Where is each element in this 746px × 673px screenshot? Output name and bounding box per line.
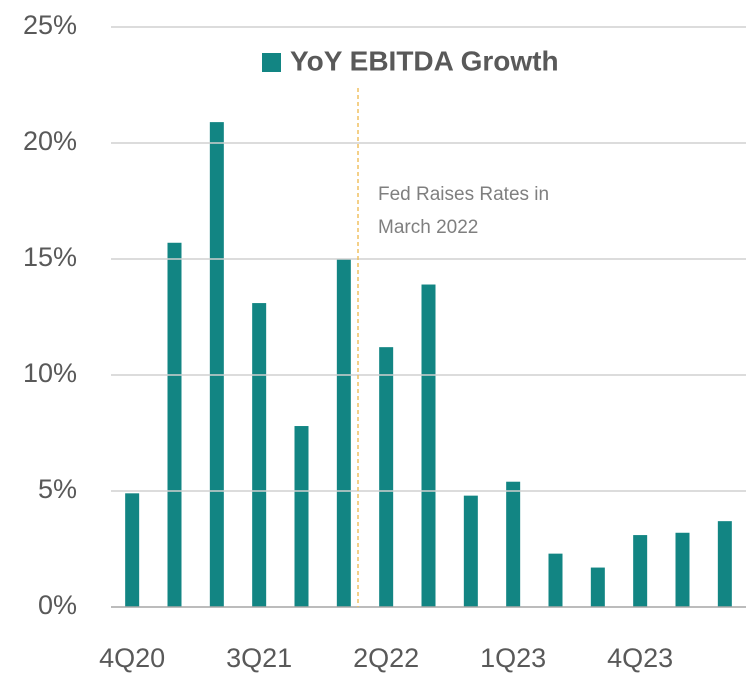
x-tick-label: 2Q22 [353,643,419,673]
y-tick-label: 5% [38,474,77,504]
bar [548,553,563,607]
annotation: Fed Raises Rates in [378,184,549,205]
y-tick-label: 0% [38,590,77,620]
bar [379,347,394,607]
bar [717,521,732,607]
y-tick-label: 20% [23,126,77,156]
bar [675,532,690,607]
bar [209,122,224,608]
legend-label: YoY EBITDA Growth [290,45,559,76]
x-tick-label: 1Q23 [480,643,546,673]
bar [463,495,478,607]
y-tick-label: 25% [23,10,77,40]
bar [252,303,267,607]
x-tick-label: 4Q23 [607,643,673,673]
legend-swatch [262,53,281,72]
bar [421,284,436,607]
bar [633,535,648,607]
y-tick-label: 15% [23,242,77,272]
bar [506,481,521,607]
y-tick-label: 10% [23,358,77,388]
bar [167,242,182,607]
x-tick-label: 4Q20 [99,643,165,673]
bar [336,259,351,607]
bar [590,567,605,607]
bar [294,426,309,607]
x-tick-label: 3Q21 [226,643,292,673]
bar [125,493,140,607]
annotation: March 2022 [378,217,478,238]
